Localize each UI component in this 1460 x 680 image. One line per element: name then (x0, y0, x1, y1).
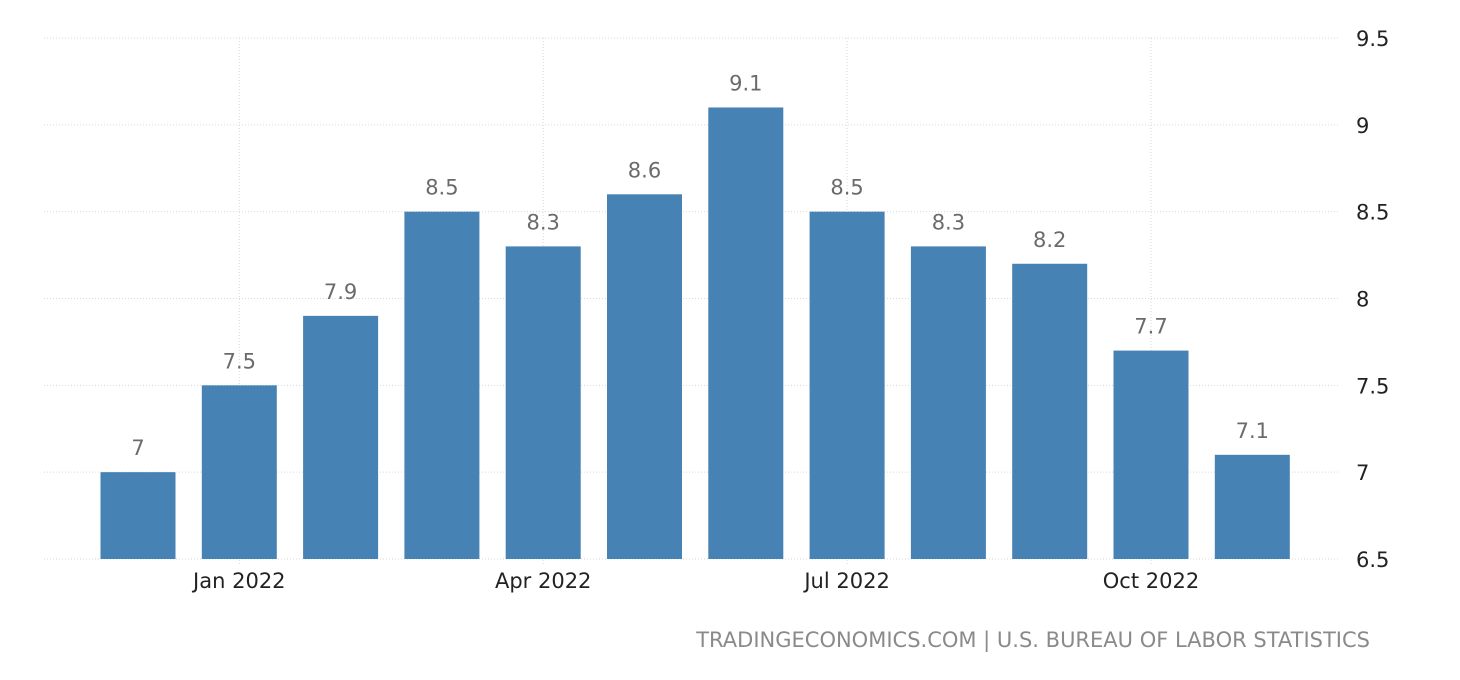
y-tick-label: 9 (1356, 114, 1369, 138)
x-axis-ticks: Jan 2022 Apr 2022 Jul 2022 Oct 2022 (191, 569, 1199, 593)
source-footer: TRADINGECONOMICS.COM | U.S. BUREAU OF LA… (696, 628, 1370, 652)
x-tick-label: Apr 2022 (495, 569, 591, 593)
bar (505, 246, 581, 559)
x-tick-label: Oct 2022 (1103, 569, 1199, 593)
bars (100, 107, 1290, 560)
x-tick-label: Jan 2022 (191, 569, 286, 593)
data-labels: 7 7.5 7.9 8.5 8.3 8.6 9.1 8.5 8.3 8.2 7.7 7.1 (131, 71, 1269, 460)
bar (607, 194, 682, 560)
bar (303, 315, 379, 559)
y-tick-label: 7 (1356, 461, 1369, 485)
y-tick-label: 6.5 (1356, 548, 1389, 572)
data-label: 7.1 (1236, 419, 1269, 443)
data-label: 7.5 (223, 349, 256, 373)
data-label: 9.1 (729, 71, 762, 95)
y-tick-label: 8.5 (1356, 201, 1389, 225)
data-label: 8.3 (526, 210, 559, 234)
y-tick-label: 9.5 (1356, 27, 1389, 51)
bar (708, 107, 784, 559)
bar (1214, 454, 1290, 559)
data-label: 7 (131, 436, 144, 460)
bar (201, 385, 277, 559)
data-label: 8.3 (932, 210, 965, 234)
y-tick-label: 8 (1356, 288, 1369, 312)
bar (404, 211, 480, 559)
bar (910, 246, 986, 559)
bar (809, 211, 885, 559)
data-label: 7.9 (324, 280, 357, 304)
x-tick-label: Jul 2022 (802, 569, 889, 593)
data-label: 8.5 (425, 176, 458, 200)
bar (1113, 350, 1189, 559)
y-axis-ticks: 6.5 7 7.5 8 8.5 9 9.5 (1356, 27, 1389, 572)
data-label: 7.7 (1134, 315, 1167, 339)
bar (1012, 263, 1088, 559)
data-label: 8.5 (830, 176, 863, 200)
data-label: 8.2 (1033, 228, 1066, 252)
data-label: 8.6 (628, 158, 661, 182)
y-tick-label: 7.5 (1356, 374, 1389, 398)
bar (100, 472, 176, 559)
